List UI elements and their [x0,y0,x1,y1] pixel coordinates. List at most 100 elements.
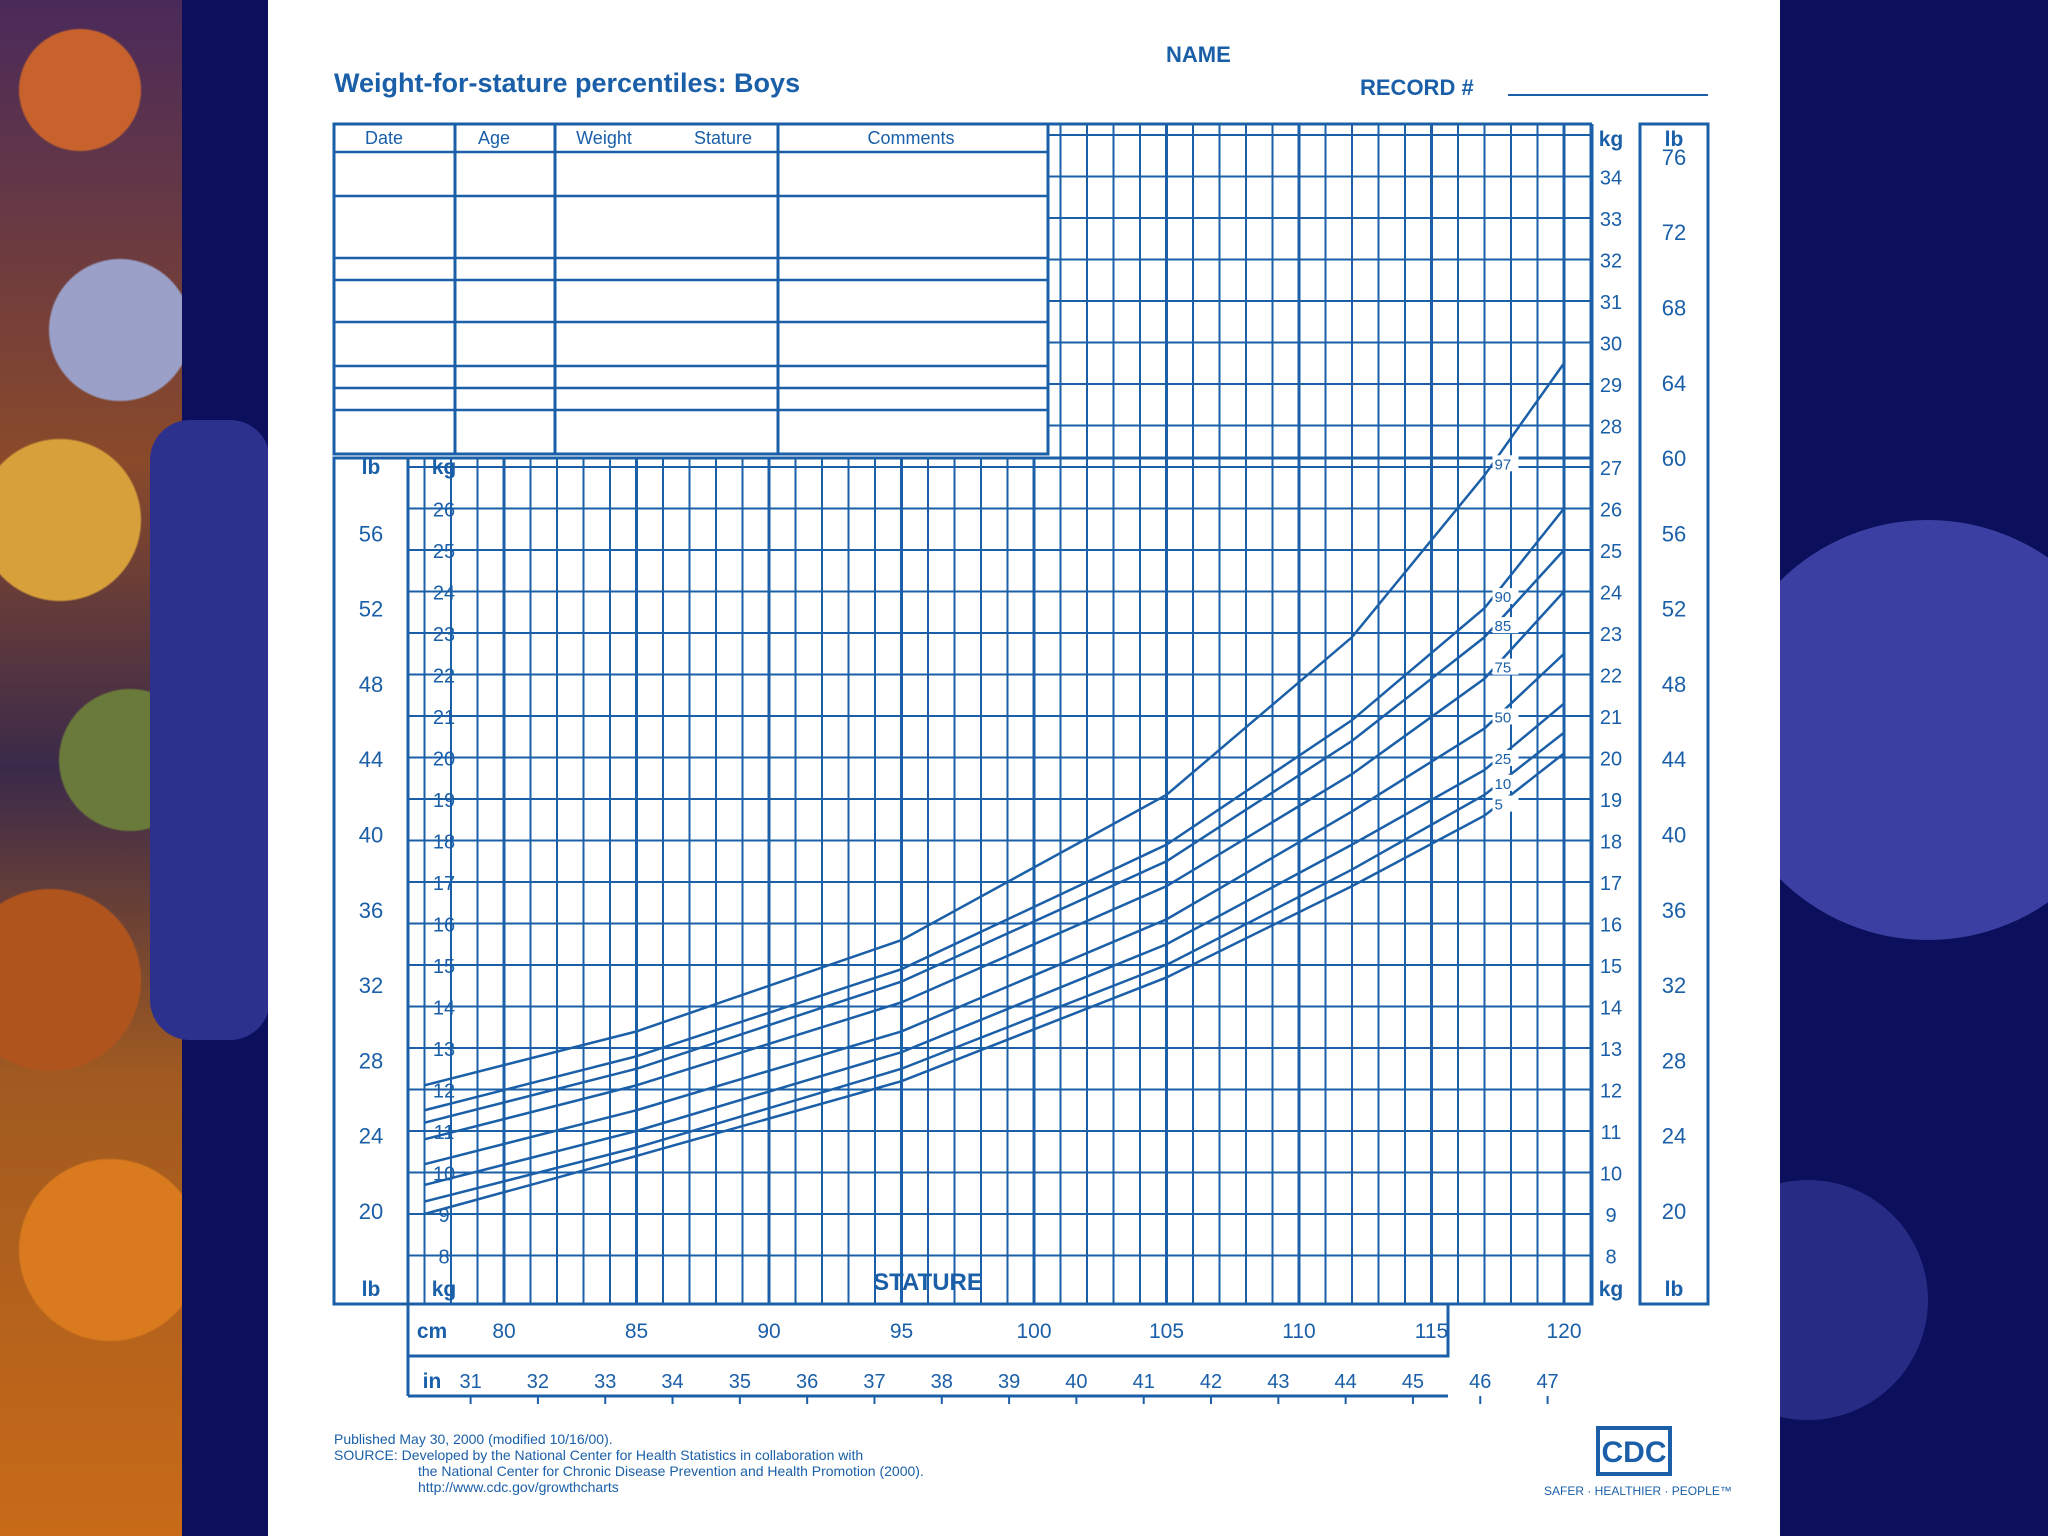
kg-tick-label: 24 [433,583,455,605]
unit-kg-inner-bottom: kg [432,1278,457,1301]
record-table [332,122,1050,456]
kg-tick-label-right: 10 [1600,1164,1622,1186]
percentile-label-bg [1492,658,1519,675]
lb-tick-label: 36 [359,898,383,923]
lb-tick-label-right: 52 [1662,597,1686,622]
percentile-label-bg [1492,795,1519,812]
unit-kg-right-top: kg [1599,128,1624,151]
kg-tick-label-right: 24 [1600,583,1622,605]
table-header-date: Date [365,128,403,148]
in-tick-label: 42 [1200,1371,1222,1393]
lb-tick-label-right: 60 [1662,446,1686,471]
unit-kg-inner-top: kg [432,456,457,479]
in-tick-label: 39 [998,1371,1020,1393]
unit-lb-right-bottom: lb [1665,1278,1684,1301]
footer-line-4: http://www.cdc.gov/growthcharts [418,1479,619,1495]
cm-tick-label: 120 [1546,1320,1581,1343]
lb-tick-label: 20 [359,1199,383,1224]
in-tick-label: 45 [1402,1371,1424,1393]
kg-tick-label-right: 27 [1600,458,1622,480]
percentile-label-85: 85 [1495,618,1512,635]
percentile-curves: 97 90 85 75 50 25 10 5 [424,362,1566,1216]
kg-tick-label-right: 33 [1600,209,1622,231]
lb-tick-label-right: 20 [1662,1199,1686,1224]
in-tick-label: 47 [1536,1371,1558,1393]
unit-lb-left-top: lb [362,456,381,479]
kg-tick-label: 21 [433,707,455,729]
kg-tick-label-right: 19 [1600,790,1622,812]
cm-tick-label: 105 [1149,1320,1184,1343]
lb-tick-label: 44 [359,747,383,772]
name-label: NAME [1166,42,1231,67]
unit-in: in [423,1370,442,1393]
unit-cm: cm [417,1320,447,1343]
cm-tick-label: 80 [492,1320,515,1343]
cm-tick-label: 95 [890,1320,913,1343]
chart-grid [408,124,1592,1304]
in-tick-label: 34 [661,1371,683,1393]
percentile-label-bg [1492,617,1519,634]
kg-tick-label: 15 [433,956,455,978]
chart-title: Weight-for-stature percentiles: Boys [334,68,800,98]
kg-tick-label: 20 [433,749,455,771]
cm-tick-label: 100 [1016,1320,1051,1343]
kg-tick-label-right: 25 [1600,541,1622,563]
percentile-label-90: 90 [1495,589,1512,606]
cdc-logo-icon [1596,1426,1672,1476]
percentile-curve-75 [424,590,1565,1141]
unit-lb-right-top: lb [1665,128,1684,151]
in-tick-label: 46 [1469,1371,1491,1393]
left-lb-column [332,456,410,1306]
gear-shape-left [150,420,270,1040]
in-tick-label: 36 [796,1371,818,1393]
kg-tick-label-right: 21 [1600,707,1622,729]
footer-line-1: Published May 30, 2000 (modified 10/16/0… [334,1431,613,1447]
cm-tick-label: 90 [757,1320,780,1343]
cm-tick-label: 115 [1415,1320,1448,1343]
kg-tick-label: 19 [433,790,455,812]
kg-tick-label-right: 12 [1600,1081,1622,1103]
lb-tick-label: 48 [359,672,383,697]
percentile-label-50: 50 [1495,709,1512,726]
in-tick-label: 35 [729,1371,751,1393]
in-tick-label: 31 [459,1371,481,1393]
kg-tick-label: 8 [438,1247,449,1269]
in-tick-label: 44 [1335,1371,1357,1393]
footer-line-3: the National Center for Chronic Disease … [418,1463,924,1479]
lb-tick-label: 24 [359,1124,383,1149]
kg-tick-label: 23 [433,624,455,646]
percentile-label-bg [1492,774,1519,791]
in-tick-label: 40 [1065,1371,1087,1393]
kg-tick-label: 14 [433,998,455,1020]
in-tick-label: 43 [1267,1371,1289,1393]
kg-tick-label-right: 14 [1600,998,1622,1020]
in-tick-label: 32 [527,1371,549,1393]
lb-tick-label: 56 [359,521,383,546]
kg-tick-label: 22 [433,666,455,688]
kg-tick-label-right: 20 [1600,749,1622,771]
growth-chart-sheet: Date Age Weight Stature Comments 97 90 85 75 50 2… [268,0,1780,1536]
kg-tick-label: 9 [438,1205,449,1227]
unit-kg-right-bottom: kg [1599,1278,1624,1301]
kg-tick-label: 10 [433,1164,455,1186]
percentile-curve-85 [424,549,1565,1124]
kg-tick-label: 11 [434,1122,455,1144]
kg-tick-label-right: 26 [1600,500,1622,522]
table-header-stature: Stature [694,128,752,148]
percentile-curve-90 [424,507,1565,1112]
footer-line-2: SOURCE: Developed by the National Center… [334,1447,863,1463]
kg-tick-label-right: 18 [1600,832,1622,854]
percentile-label-bg [1492,749,1519,766]
table-header-comments: Comments [867,128,954,148]
kg-tick-label-right: 28 [1600,417,1622,439]
record-label: RECORD # [1360,75,1474,100]
lb-tick-label-right: 32 [1662,973,1686,998]
in-tick-label: 38 [931,1371,953,1393]
lb-tick-label-right: 76 [1662,145,1686,170]
table-header-weight: Weight [576,128,632,148]
cm-tick-label: 85 [625,1320,648,1343]
kg-tick-label-right: 8 [1605,1247,1616,1269]
kg-tick-label-right: 29 [1600,375,1622,397]
percentile-label-bg [1492,708,1519,725]
lb-tick-label-right: 36 [1662,898,1686,923]
